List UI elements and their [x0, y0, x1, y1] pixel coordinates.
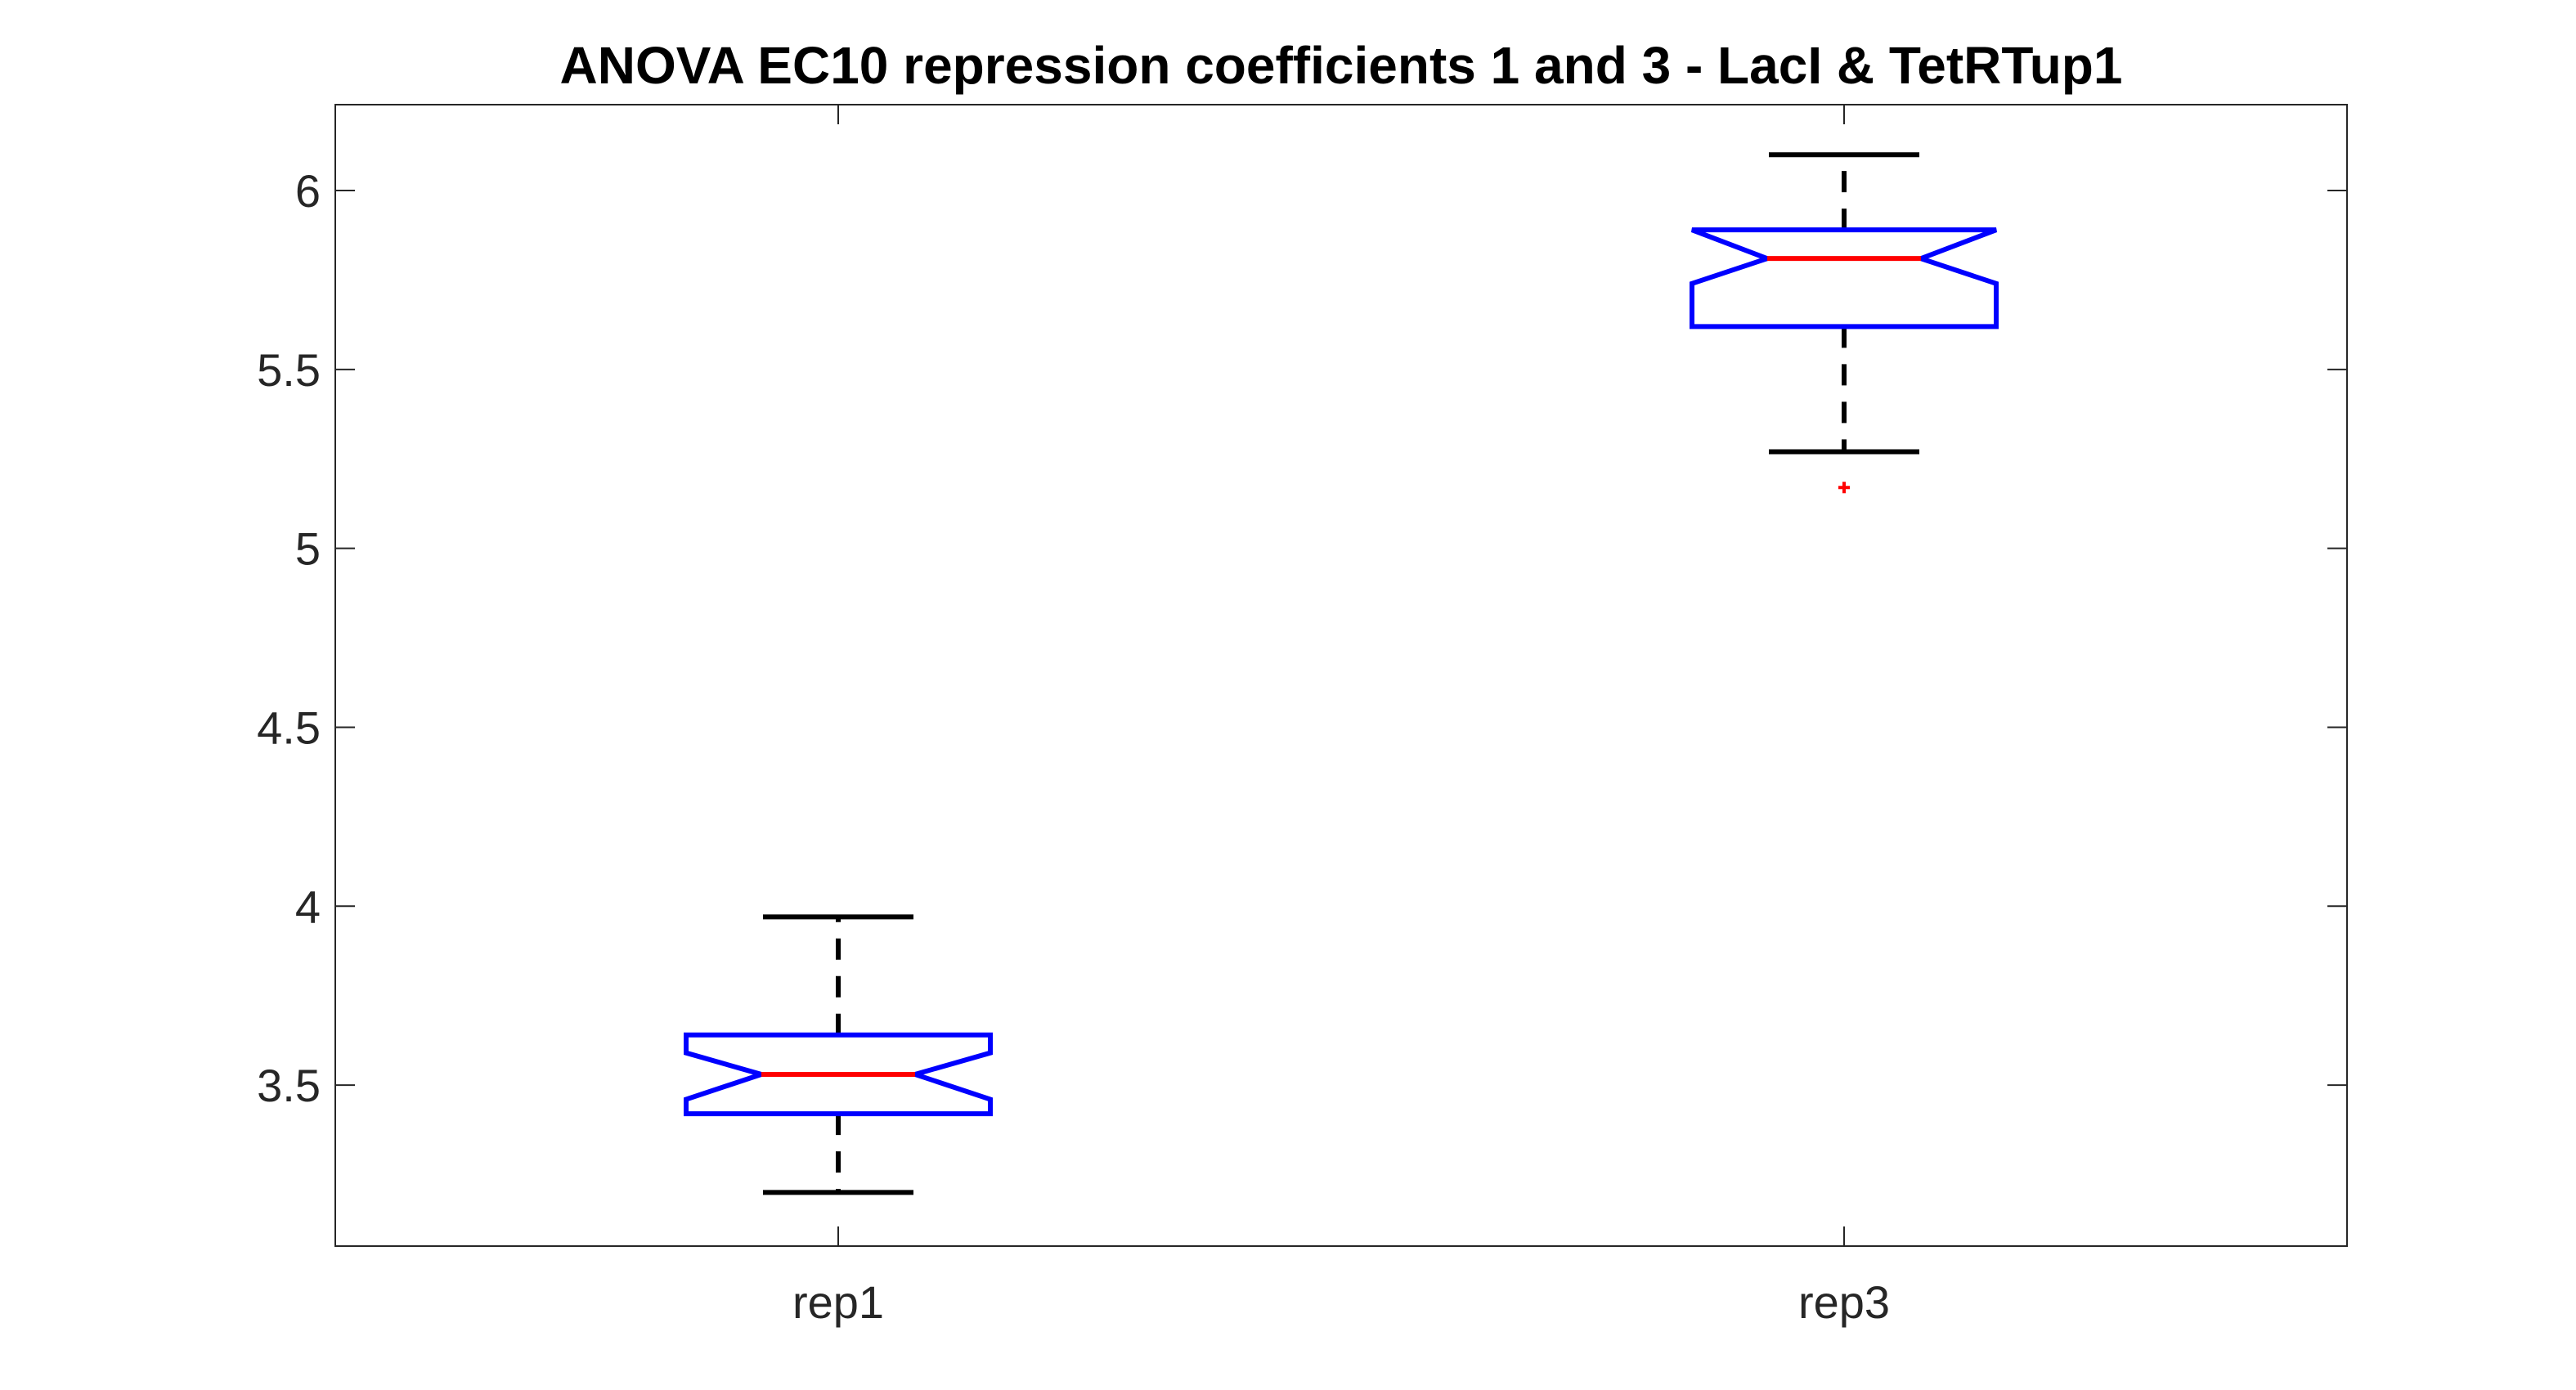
y-tick-label: 5.5	[257, 344, 321, 396]
y-tick-label: 3.5	[257, 1060, 321, 1111]
y-tick-label: 5	[295, 523, 321, 575]
x-tick-label: rep3	[1798, 1276, 1890, 1328]
chart-title: ANOVA EC10 repression coefficients 1 and…	[560, 36, 2123, 95]
y-tick-label: 4	[295, 881, 321, 932]
y-tick-label: 6	[295, 165, 321, 217]
x-tick-label: rep1	[792, 1276, 884, 1328]
axis-ticks: 3.5 4 4.5 5 5.5 6 rep1 rep3	[257, 105, 2347, 1328]
y-tick-label: 4.5	[257, 702, 321, 753]
box-group	[684, 152, 1999, 1195]
box-rep3	[1690, 152, 1999, 494]
axes-frame	[334, 104, 2348, 1247]
notched-box	[1690, 227, 1999, 330]
plot-axes: 3.5 4 4.5 5 5.5 6 rep1 rep3	[257, 104, 2348, 1328]
notched-box	[684, 1032, 993, 1117]
box-rep1	[684, 914, 993, 1195]
